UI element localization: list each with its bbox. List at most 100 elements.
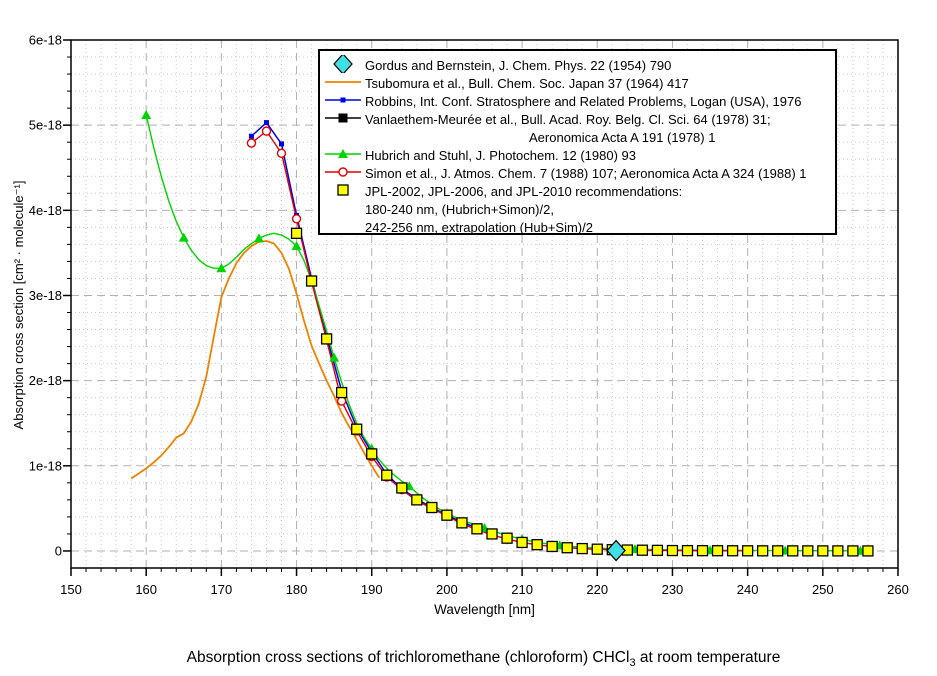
marker-gordus	[606, 539, 626, 562]
marker-jpl	[305, 275, 318, 287]
legend-entry-robbins: Robbins, Int. Conf. Stratosphere and Rel…	[365, 94, 802, 109]
legend-marker-robbins	[325, 97, 361, 103]
legend-marker-glyph-robbins	[340, 97, 346, 103]
marker-jpl	[591, 543, 603, 555]
x-tick-label: 250	[812, 582, 834, 597]
x-tick-label: 230	[662, 582, 684, 597]
marker-simon	[276, 148, 287, 158]
marker-jpl	[817, 545, 829, 557]
marker-jpl	[636, 544, 649, 556]
marker-jpl	[862, 545, 874, 557]
marker-jpl	[396, 482, 408, 494]
marker-jpl	[531, 539, 543, 551]
legend-marker-tsubomura	[325, 81, 361, 83]
plot-frame	[70, 39, 899, 569]
y-tick-label: 3e-18	[29, 288, 62, 303]
series-line-simon	[251, 130, 748, 552]
x-tick-label: 200	[436, 582, 458, 597]
x-tick-label: 220	[586, 582, 608, 597]
legend-marker-glyph-jpl	[337, 184, 349, 196]
legend-entry-jpl-cont: 242-256 nm, extrapolation (Hub+Sim)/2	[365, 220, 593, 235]
marker-jpl	[802, 545, 814, 557]
legend-entry-jpl-cont: 180-240 nm, (Hubrich+Simon)/2,	[365, 202, 554, 217]
chart-caption: Absorption cross sections of trichlorome…	[15, 649, 937, 669]
marker-jpl	[651, 544, 664, 557]
x-tick-label: 210	[511, 582, 533, 597]
marker-jpl	[696, 545, 709, 557]
legend-entry-vanlaethem-cont: Aeronomica Acta A 191 (1978) 1	[529, 130, 716, 145]
legend-marker-glyph-hubrich	[338, 149, 348, 158]
marker-jpl	[832, 545, 844, 557]
marker-jpl	[486, 528, 498, 540]
x-tick-label: 190	[361, 582, 383, 597]
marker-robbins	[248, 133, 254, 139]
marker-jpl	[681, 544, 694, 557]
y-tick-label: 1e-18	[29, 458, 62, 473]
marker-jpl	[561, 542, 573, 554]
legend-entry-simon: Simon et al., J. Atmos. Chem. 7 (1988) 1…	[365, 166, 807, 181]
marker-jpl	[666, 544, 679, 557]
marker-jpl	[441, 509, 453, 521]
legend-marker-jpl	[337, 184, 349, 196]
legend-entry-tsubomura: Tsubomura et al., Bull. Chem. Soc. Japan…	[365, 76, 689, 91]
marker-jpl	[290, 227, 303, 239]
marker-jpl	[726, 545, 739, 557]
legend-marker-glyph-gordus	[333, 55, 353, 73]
y-tick-label: 6e-18	[29, 33, 62, 48]
x-tick-label: 170	[211, 582, 233, 597]
y-tick-label: 4e-18	[29, 203, 62, 218]
marker-jpl	[426, 501, 438, 514]
marker-jpl	[546, 540, 558, 553]
marker-jpl	[366, 448, 378, 460]
marker-simon	[261, 126, 272, 136]
y-tick-label: 2e-18	[29, 373, 62, 388]
x-axis-title: Wavelength [nm]	[434, 602, 535, 617]
y-tick-label: 0	[55, 543, 62, 558]
marker-jpl	[336, 386, 348, 399]
marker-robbins	[263, 120, 269, 126]
legend-marker-simon	[325, 167, 361, 177]
marker-jpl	[847, 545, 859, 557]
x-tick-label: 260	[887, 582, 909, 597]
x-tick-label: 240	[737, 582, 759, 597]
marker-jpl	[381, 469, 393, 481]
marker-robbins	[279, 141, 285, 147]
legend-entry-jpl: JPL-2002, JPL-2006, and JPL-2010 recomme…	[365, 184, 683, 199]
marker-jpl	[757, 545, 769, 557]
series-line-robbins	[250, 121, 478, 529]
legend-box: Gordus and Bernstein, J. Chem. Phys. 22 …	[318, 49, 837, 235]
marker-simon	[246, 138, 257, 148]
x-tick-label: 150	[60, 582, 82, 597]
marker-hubrich	[178, 232, 189, 242]
legend-entry-gordus: Gordus and Bernstein, J. Chem. Phys. 22 …	[365, 58, 672, 73]
legend-marker-vanlaethem	[325, 113, 361, 123]
marker-jpl	[471, 523, 483, 535]
legend-marker-glyph-simon	[338, 167, 348, 177]
marker-jpl	[787, 545, 799, 557]
marker-jpl	[351, 423, 363, 435]
marker-jpl	[516, 536, 528, 549]
marker-jpl	[772, 545, 784, 557]
marker-jpl	[320, 333, 333, 345]
marker-simon	[336, 396, 347, 406]
x-tick-label: 180	[286, 582, 308, 597]
marker-jpl	[456, 517, 468, 529]
legend-marker-gordus	[333, 55, 353, 73]
marker-hubrich	[291, 241, 302, 251]
series-line-tsubomura	[130, 240, 381, 480]
marker-hubrich	[253, 233, 264, 243]
legend-marker-glyph-vanlaethem	[338, 113, 348, 123]
caption-text-after: at room temperature	[635, 649, 781, 666]
marker-simon	[291, 214, 302, 224]
x-tick-label: 160	[135, 582, 157, 597]
marker-hubrich	[216, 263, 227, 273]
legend-marker-hubrich	[325, 149, 361, 158]
y-axis-title: Absorption cross section [cm² · molecule…	[11, 180, 26, 430]
caption-subscript: 3	[629, 657, 636, 669]
legend-entry-hubrich: Hubrich and Stuhl, J. Photochem. 12 (198…	[365, 148, 636, 163]
marker-jpl	[741, 545, 754, 557]
caption-text: Absorption cross sections of trichlorome…	[186, 649, 630, 666]
marker-hubrich	[141, 109, 152, 119]
